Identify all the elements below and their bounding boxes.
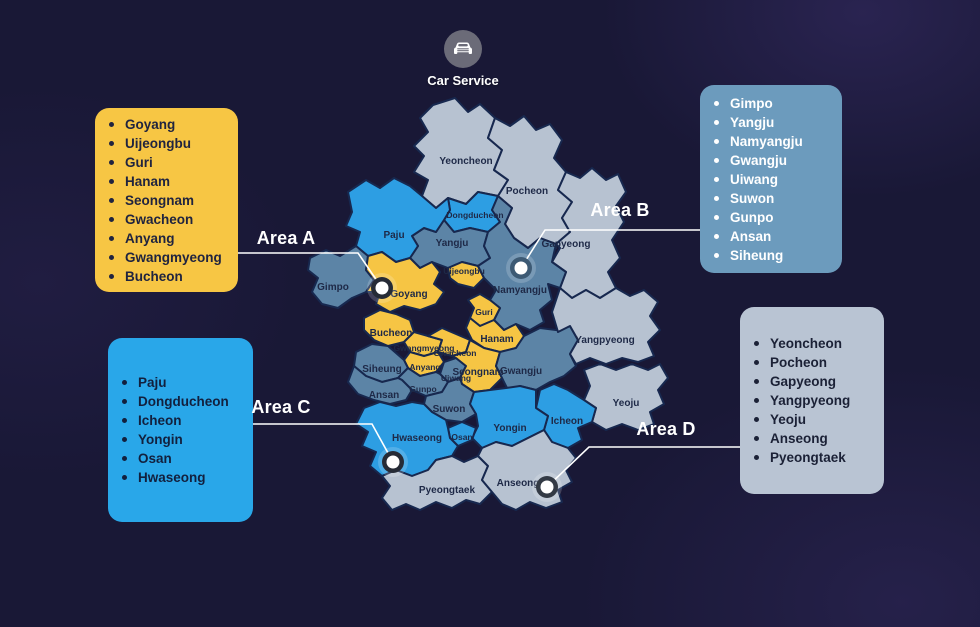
city-item: Yeoncheon (754, 334, 870, 353)
city-item: Gunpo (714, 208, 828, 227)
region-label-pocheon: Pocheon (506, 186, 548, 197)
car-service-title: Car Service (427, 73, 499, 88)
area-c-city-list-box: Paju Dongducheon Icheon Yongin Osan Hwaseong (108, 338, 253, 522)
region-label-uiwang: Uiwang (441, 373, 471, 383)
area-a-city-list: Goyang Uijeongbu Guri Hanam Seongnam Gwacheon… (109, 115, 224, 286)
city-item: Hwaseong (122, 468, 239, 487)
region-yeoncheon (413, 97, 509, 209)
region-label-dongducheon: Dongducheon (446, 210, 503, 220)
region-label-osan: Osan (451, 432, 472, 442)
area-c-connector-line (253, 423, 394, 463)
city-item: Uijeongbu (109, 134, 224, 153)
region-label-suwon: Suwon (433, 404, 466, 415)
city-item: Namyangju (714, 132, 828, 151)
area-d-city-list: Yeoncheon Pocheon Gapyeong Yangpyeong Yeoju A… (754, 334, 870, 467)
city-item: Gwacheon (109, 210, 224, 229)
city-item: Goyang (109, 115, 224, 134)
city-item: Anyang (109, 229, 224, 248)
city-item: Seongnam (109, 191, 224, 210)
region-label-goyang: Goyang (390, 289, 427, 300)
city-item: Pocheon (754, 353, 870, 372)
area-d-city-list-box: Yeoncheon Pocheon Gapyeong Yangpyeong Yeoju A… (740, 307, 884, 494)
region-label-ansan: Ansan (369, 390, 400, 401)
area-c-city-list: Paju Dongducheon Icheon Yongin Osan Hwaseong (122, 373, 239, 487)
region-label-yangpyeong: Yangpyeong (575, 335, 634, 346)
region-label-gwacheon: Gwacheon (434, 348, 477, 358)
region-label-gwangmyeong: Gwangmyeong (394, 343, 455, 353)
region-label-hwaseong: Hwaseong (392, 433, 442, 444)
area-a-connector-line (238, 252, 383, 289)
region-label-icheon: Icheon (551, 416, 583, 427)
region-label-yangju: Yangju (436, 238, 469, 249)
region-label-anyang: Anyang (409, 362, 440, 372)
area-d-connector-line (546, 446, 740, 488)
city-item: Yeoju (754, 410, 870, 429)
area-a-label: Area A (256, 228, 316, 248)
area-c-label: Area C (251, 397, 311, 417)
city-item: Yangpyeong (754, 391, 870, 410)
city-item: Ansan (714, 227, 828, 246)
city-item: Hanam (109, 172, 224, 191)
region-yongin (469, 385, 549, 449)
area-d-label: Area D (636, 419, 696, 439)
city-item: Paju (122, 373, 239, 392)
city-item: Yangju (714, 113, 828, 132)
region-seongnam (451, 339, 503, 393)
area-b-city-list-box: Gimpo Yangju Namyangju Gwangju Uiwang Suwon Gu… (700, 85, 842, 273)
city-item: Gapyeong (754, 372, 870, 391)
city-item: Siheung (714, 246, 828, 265)
area-d-marker (532, 472, 562, 502)
region-label-uijeongbu: Uijeongbu (443, 266, 485, 276)
region-paju (345, 177, 451, 263)
area-a-city-list-box: Goyang Uijeongbu Guri Hanam Seongnam Gwacheon… (95, 108, 238, 292)
city-item: Pyeongtaek (754, 448, 870, 467)
region-label-anseong: Anseong (497, 478, 540, 489)
region-gimpo (307, 245, 375, 309)
city-item: Guri (109, 153, 224, 172)
city-item: Bucheon (109, 267, 224, 286)
region-label-seongnam: Seongnam (452, 367, 503, 378)
region-label-paju: Paju (383, 230, 404, 241)
area-b-marker (506, 253, 536, 283)
area-c-marker (378, 447, 408, 477)
area-b-label: Area B (590, 200, 650, 220)
region-label-yeoju: Yeoju (613, 398, 640, 409)
area-b-connector-line (520, 229, 700, 269)
city-item: Osan (122, 449, 239, 468)
city-item: Gimpo (714, 94, 828, 113)
city-item: Uiwang (714, 170, 828, 189)
city-item: Gwangju (714, 151, 828, 170)
region-yangpyeong (551, 287, 661, 365)
car-icon (444, 30, 482, 68)
region-label-namyangju: Namyangju (493, 285, 547, 296)
region-label-guri: Guri (475, 307, 492, 317)
region-label-gimpo: Gimpo (317, 282, 349, 293)
car-service-header: Car Service (403, 30, 523, 88)
region-label-yongin: Yongin (493, 423, 526, 434)
region-ansan (347, 365, 413, 405)
city-item: Yongin (122, 430, 239, 449)
region-label-hanam: Hanam (480, 334, 513, 345)
city-item: Gwangmyeong (109, 248, 224, 267)
region-label-siheung: Siheung (362, 364, 401, 375)
city-item: Suwon (714, 189, 828, 208)
area-b-city-list: Gimpo Yangju Namyangju Gwangju Uiwang Suwon Gu… (714, 94, 828, 265)
city-item: Anseong (754, 429, 870, 448)
city-item: Icheon (122, 411, 239, 430)
region-label-gapyeong: Gapyeong (542, 239, 591, 250)
region-label-gwangju: Gwangju (500, 366, 542, 377)
city-item: Dongducheon (122, 392, 239, 411)
region-label-pyeongtaek: Pyeongtaek (419, 485, 476, 496)
region-label-yeoncheon: Yeoncheon (439, 156, 492, 167)
region-uijeongbu (447, 261, 485, 289)
area-a-marker (367, 273, 397, 303)
region-label-bucheon: Bucheon (370, 328, 413, 339)
region-label-gunpo: Gunpo (409, 384, 436, 394)
